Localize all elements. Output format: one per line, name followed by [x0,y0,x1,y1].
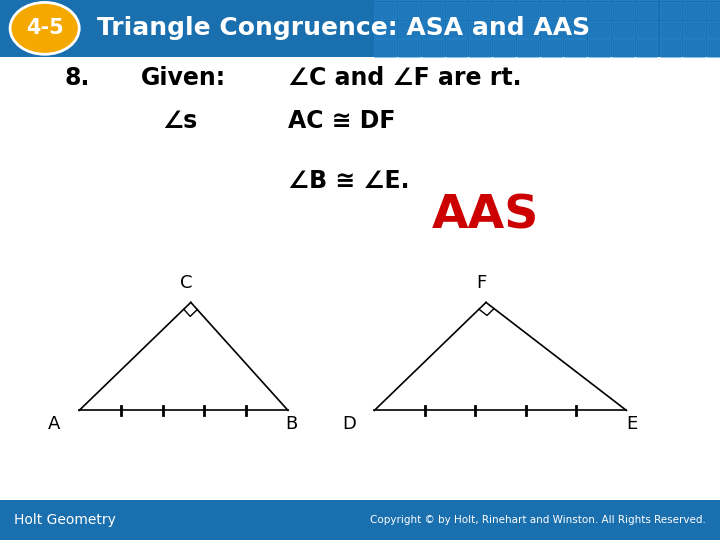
Text: Copyright © by Holt, Rinehart and Winston. All Rights Reserved.: Copyright © by Holt, Rinehart and Winsto… [370,515,706,525]
Text: F: F [476,274,486,293]
FancyBboxPatch shape [636,21,657,38]
Circle shape [10,3,79,55]
Text: A: A [48,415,60,433]
FancyBboxPatch shape [374,39,396,57]
FancyBboxPatch shape [612,39,634,57]
FancyBboxPatch shape [422,21,444,38]
FancyBboxPatch shape [493,39,515,57]
Text: Triangle Congruence: ASA and AAS: Triangle Congruence: ASA and AAS [97,16,590,40]
FancyBboxPatch shape [517,21,539,38]
FancyBboxPatch shape [517,2,539,19]
FancyBboxPatch shape [469,2,491,19]
FancyBboxPatch shape [517,39,539,57]
Text: 8.: 8. [65,66,90,90]
FancyBboxPatch shape [446,21,467,38]
FancyBboxPatch shape [0,500,720,540]
FancyBboxPatch shape [612,2,634,19]
FancyBboxPatch shape [683,21,705,38]
FancyBboxPatch shape [493,2,515,19]
FancyBboxPatch shape [0,0,720,57]
FancyBboxPatch shape [541,2,562,19]
FancyBboxPatch shape [446,39,467,57]
FancyBboxPatch shape [683,39,705,57]
FancyBboxPatch shape [541,39,562,57]
Text: ∠s: ∠s [162,110,197,133]
FancyBboxPatch shape [636,39,657,57]
FancyBboxPatch shape [398,2,420,19]
FancyBboxPatch shape [469,39,491,57]
Text: Holt Geometry: Holt Geometry [14,513,116,526]
FancyBboxPatch shape [660,39,681,57]
FancyBboxPatch shape [422,2,444,19]
FancyBboxPatch shape [564,21,586,38]
FancyBboxPatch shape [612,21,634,38]
Text: C: C [179,274,192,293]
FancyBboxPatch shape [588,2,610,19]
FancyBboxPatch shape [707,2,720,19]
Text: Given:: Given: [140,66,225,90]
FancyBboxPatch shape [493,21,515,38]
Text: ∠C and ∠F are rt.: ∠C and ∠F are rt. [288,66,521,90]
FancyBboxPatch shape [636,2,657,19]
Text: E: E [626,415,638,433]
Text: D: D [342,415,356,433]
FancyBboxPatch shape [683,2,705,19]
Text: ∠B ≅ ∠E.: ∠B ≅ ∠E. [288,169,410,193]
Text: 4-5: 4-5 [26,18,63,38]
FancyBboxPatch shape [541,21,562,38]
FancyBboxPatch shape [660,21,681,38]
FancyBboxPatch shape [446,2,467,19]
FancyBboxPatch shape [588,39,610,57]
FancyBboxPatch shape [564,2,586,19]
Text: B: B [285,415,298,433]
Text: AAS: AAS [432,193,539,239]
FancyBboxPatch shape [374,2,396,19]
Text: AC ≅ DF: AC ≅ DF [288,110,395,133]
FancyBboxPatch shape [398,21,420,38]
FancyBboxPatch shape [469,21,491,38]
FancyBboxPatch shape [398,39,420,57]
FancyBboxPatch shape [422,39,444,57]
FancyBboxPatch shape [588,21,610,38]
FancyBboxPatch shape [374,21,396,38]
FancyBboxPatch shape [564,39,586,57]
FancyBboxPatch shape [660,2,681,19]
FancyBboxPatch shape [707,21,720,38]
FancyBboxPatch shape [707,39,720,57]
